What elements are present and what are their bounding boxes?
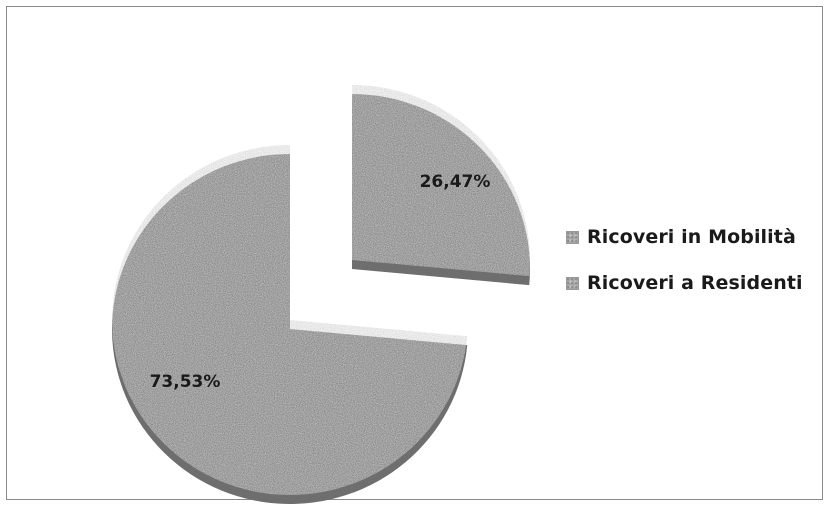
legend-swatch-icon — [566, 230, 579, 244]
pie-slice-residenti[interactable] — [112, 145, 468, 495]
data-label: 73,53% — [150, 372, 221, 392]
legend: Ricoveri in Mobilità Ricoveri a Resident… — [566, 222, 803, 314]
legend-item-residenti[interactable]: Ricoveri a Residenti — [566, 268, 803, 298]
pie-slice-mobilita[interactable] — [352, 85, 530, 277]
legend-swatch-icon — [566, 276, 579, 290]
legend-item-mobilita[interactable]: Ricoveri in Mobilità — [566, 222, 803, 252]
data-label: 26,47% — [420, 172, 491, 192]
legend-label: Ricoveri in Mobilità — [587, 226, 796, 248]
legend-label: Ricoveri a Residenti — [587, 272, 803, 294]
